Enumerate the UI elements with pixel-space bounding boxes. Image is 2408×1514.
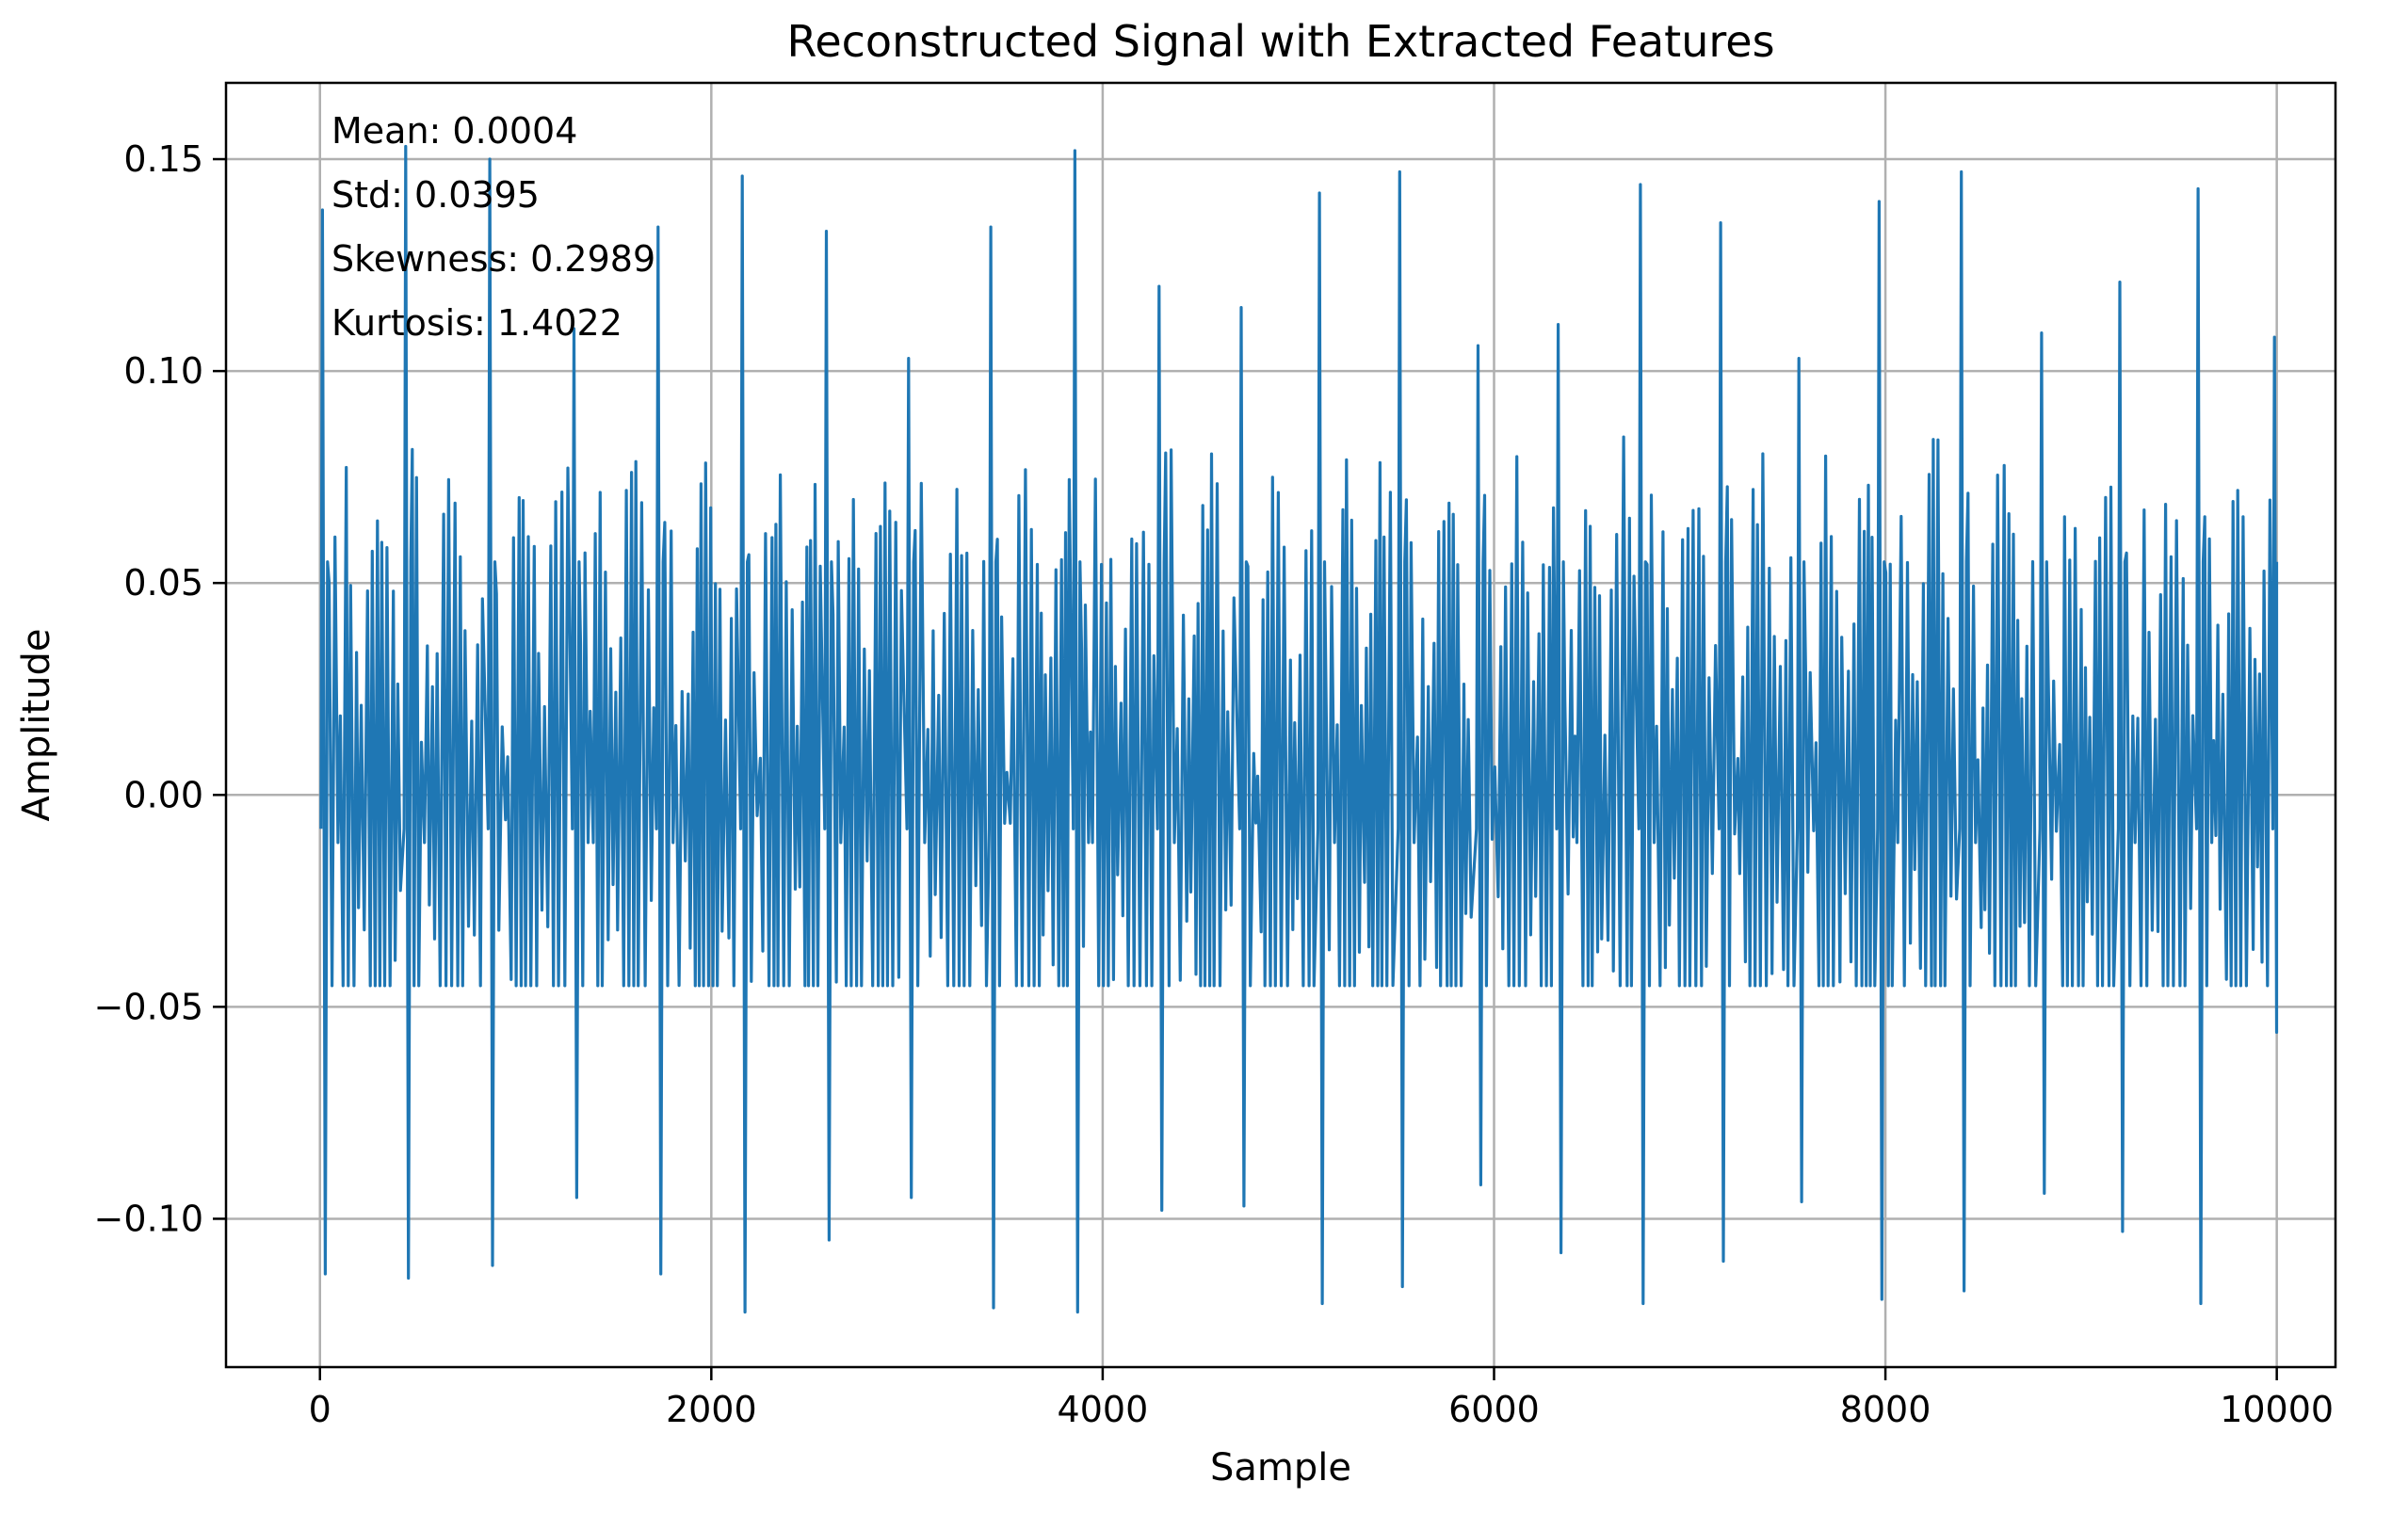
y-tick-label: 0.10 <box>123 350 203 392</box>
y-tick-label: −0.10 <box>94 1198 203 1239</box>
series-layer <box>319 144 2279 1314</box>
x-tick-label: 4000 <box>1058 1389 1149 1430</box>
x-axis-label: Sample <box>1210 1446 1351 1490</box>
chart-title: Reconstructed Signal with Extracted Feat… <box>786 16 1774 67</box>
x-tick-label: 8000 <box>1840 1389 1931 1430</box>
x-tick-label: 10000 <box>2220 1389 2334 1430</box>
tick-layer: 0 2000 4000 6000 8000 10000 −0.10 −0.05 0.00 0.05… <box>94 138 2335 1430</box>
y-axis-label: Amplitude <box>15 629 58 822</box>
y-tick-label: 0.05 <box>123 562 203 604</box>
annotation-layer: Mean: 0.0004 Std: 0.0395 Skewness: 0.2989 K… <box>331 110 655 344</box>
x-tick-label: 6000 <box>1448 1389 1540 1430</box>
feature-annotation: Std: 0.0395 <box>331 174 540 216</box>
axes-frame <box>224 81 2337 1369</box>
y-tick-label: −0.05 <box>94 986 203 1027</box>
signal-series-line <box>319 144 2279 1314</box>
y-tick-label: 0.15 <box>123 138 203 180</box>
y-tick-label: 0.00 <box>123 774 203 815</box>
feature-annotation: Mean: 0.0004 <box>331 110 577 152</box>
x-tick-label: 2000 <box>666 1389 757 1430</box>
feature-annotation: Kurtosis: 1.4022 <box>331 302 622 344</box>
x-tick-label: 0 <box>309 1389 331 1430</box>
feature-annotation: Skewness: 0.2989 <box>331 238 655 280</box>
